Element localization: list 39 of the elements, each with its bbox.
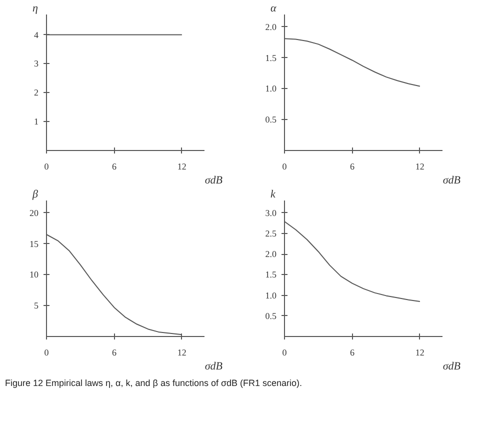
y-axis-title: k	[270, 188, 276, 200]
y-tick-label: 0.5	[265, 114, 277, 125]
y-tick-label: 1.5	[265, 52, 277, 63]
x-tick-label: 0	[44, 162, 50, 172]
y-tick-label: 4	[34, 30, 39, 40]
x-axis-title: σdB	[442, 174, 461, 186]
y-tick-label: 0.5	[265, 310, 277, 321]
y-tick-label: 1.0	[265, 290, 277, 300]
x-tick-label: 12	[415, 162, 424, 172]
x-tick-label: 0	[282, 348, 288, 358]
y-axis-title: β	[32, 188, 38, 200]
x-axis-title: σdB	[204, 174, 223, 186]
y-axis-title: η	[32, 2, 38, 14]
x-tick-label: 6	[112, 162, 117, 172]
y-tick-label: 20	[30, 208, 39, 218]
x-tick-label: 6	[350, 348, 355, 358]
y-tick-label: 15	[30, 238, 39, 249]
caption: Figure 12 Empirical laws η, α, k, and β as functions of σdB (FR1 scenario).	[5, 377, 302, 390]
y-tick-label: 2	[34, 88, 38, 98]
x-tick-label: 12	[177, 162, 186, 172]
x-tick-label: 0	[282, 162, 288, 172]
y-tick-label: 10	[30, 270, 39, 280]
y-tick-label: 3.0	[265, 208, 277, 218]
x-axis-title: σdB	[442, 360, 461, 372]
y-tick-label: 1.0	[265, 84, 277, 94]
y-tick-label: 2.0	[265, 249, 277, 260]
y-tick-label: 1	[34, 116, 38, 127]
x-tick-label: 12	[415, 348, 424, 358]
x-axis-title: σdB	[204, 360, 223, 372]
y-tick-label: 5	[34, 300, 39, 311]
x-tick-label: 0	[44, 348, 50, 358]
y-tick-label: 3	[34, 58, 39, 69]
x-tick-label: 6	[350, 162, 355, 172]
y-tick-label: 2.0	[265, 22, 277, 32]
x-tick-label: 6	[112, 348, 117, 358]
x-tick-label: 12	[177, 348, 186, 358]
y-tick-label: 1.5	[265, 270, 277, 280]
y-tick-label: 2.5	[265, 228, 277, 238]
y-axis-title: α	[270, 2, 276, 14]
